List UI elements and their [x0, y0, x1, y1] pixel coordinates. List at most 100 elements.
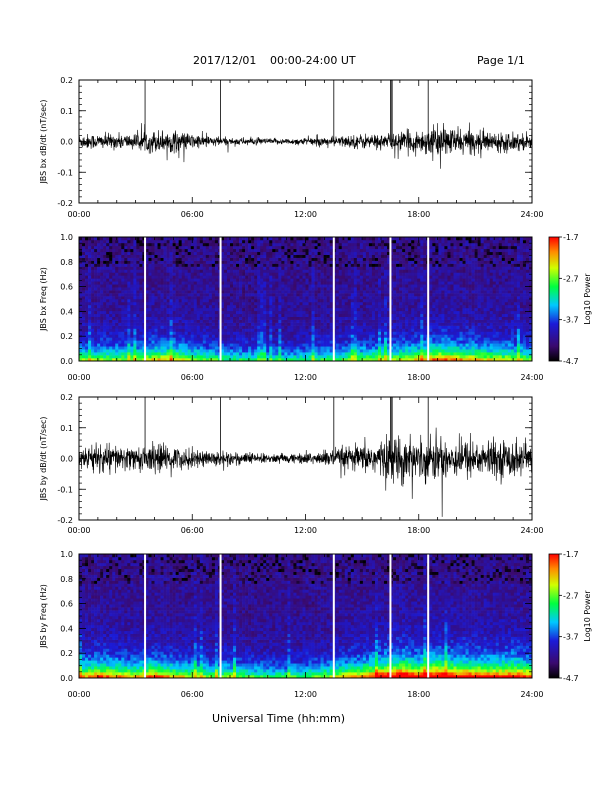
heatmap-cell — [408, 257, 412, 261]
heatmap-cell — [350, 355, 355, 359]
heatmap-cell — [163, 343, 167, 347]
heatmap-cell — [374, 242, 379, 247]
heatmap-cell — [408, 346, 412, 350]
heatmap-cell — [302, 337, 306, 341]
heatmap-cell — [172, 346, 176, 350]
heatmap-cell — [115, 257, 119, 261]
heatmap-cell — [335, 349, 340, 353]
heatmap-cell — [193, 319, 198, 323]
heatmap-cell — [356, 346, 361, 350]
heatmap-cell — [127, 322, 131, 326]
heatmap-cell — [393, 355, 397, 359]
heatmap-cell — [381, 278, 385, 282]
heatmap-cell — [214, 316, 219, 320]
heatmap-cell — [302, 310, 306, 315]
heatmap-cell — [396, 310, 400, 315]
heatmap-cell — [293, 245, 297, 250]
heatmap-cell — [193, 346, 198, 350]
heatmap-cell — [326, 343, 330, 347]
heatmap-cell — [402, 352, 406, 356]
heatmap-cell — [97, 301, 101, 306]
heatmap-cell — [272, 346, 276, 350]
heatmap-cell — [139, 313, 143, 318]
heatmap-cell — [308, 310, 312, 315]
heatmap-cell — [190, 287, 195, 291]
heatmap-cell — [94, 346, 98, 350]
heatmap-cell — [233, 254, 237, 258]
heatmap-cell — [305, 352, 309, 356]
heatmap-cell — [88, 242, 92, 247]
heatmap-cell — [344, 349, 349, 353]
heatmap-cell — [172, 272, 176, 276]
heatmap-cell — [302, 358, 306, 362]
heatmap-cell — [220, 322, 225, 326]
heatmap-cell — [353, 254, 358, 258]
heatmap-cell — [172, 299, 176, 303]
heatmap-cell — [133, 251, 137, 256]
heatmap-cell — [211, 290, 216, 294]
heatmap-cell — [160, 296, 164, 300]
heatmap-cell — [82, 287, 86, 291]
heatmap-cell — [115, 284, 119, 288]
heatmap-cell — [384, 322, 388, 326]
heatmap-cell — [269, 325, 273, 329]
heatmap-cell — [299, 316, 303, 320]
heatmap-cell — [211, 287, 216, 291]
heatmap-cell — [390, 284, 394, 288]
heatmap-cell — [396, 245, 400, 250]
heatmap-cell — [296, 304, 300, 309]
heatmap-cell — [275, 275, 279, 279]
heatmap-cell — [121, 245, 125, 250]
heatmap-cell — [245, 245, 249, 250]
heatmap-cell — [184, 284, 189, 288]
heatmap-cell — [230, 242, 234, 247]
heatmap-cell — [420, 337, 424, 341]
heatmap-cell — [88, 245, 92, 250]
heatmap-cell — [151, 248, 155, 253]
heatmap-cell — [166, 278, 170, 282]
heatmap-cell — [181, 334, 185, 338]
heatmap-cell — [266, 257, 270, 261]
heatmap-cell — [85, 260, 89, 264]
heatmap-cell — [139, 322, 143, 326]
heatmap-cell — [338, 242, 343, 247]
heatmap-cell — [335, 313, 340, 318]
heatmap-cell — [323, 349, 327, 353]
heatmap-cell — [329, 316, 333, 320]
heatmap-cell — [362, 304, 367, 309]
heatmap-cell — [106, 319, 110, 323]
heatmap-cell — [124, 325, 128, 329]
heatmap-cell — [290, 337, 294, 341]
heatmap-cell — [178, 248, 182, 253]
heatmap-cell — [202, 307, 207, 312]
heatmap-cell — [230, 358, 234, 362]
heatmap-cell — [208, 299, 213, 303]
heatmap-cell — [257, 239, 261, 244]
heatmap-cell — [405, 254, 409, 258]
heatmap-cell — [278, 313, 282, 318]
heatmap-cell — [199, 346, 204, 350]
heatmap-cell — [187, 239, 192, 244]
heatmap-cell — [405, 337, 409, 341]
heatmap-cell — [133, 269, 137, 273]
heatmap-cell — [233, 304, 237, 309]
heatmap-cell — [100, 254, 104, 258]
heatmap-cell — [287, 325, 291, 329]
heatmap-cell — [233, 316, 237, 320]
heatmap-cell — [181, 275, 185, 279]
heatmap-cell — [94, 322, 98, 326]
heatmap-cell — [420, 263, 424, 267]
heatmap-cell — [347, 239, 352, 244]
heatmap-cell — [350, 281, 355, 285]
heatmap-cell — [393, 239, 397, 244]
heatmap-cell — [214, 310, 219, 315]
heatmap-cell — [287, 245, 291, 250]
heatmap-cell — [163, 287, 167, 291]
heatmap-cell — [344, 293, 349, 297]
heatmap-cell — [308, 275, 312, 279]
heatmap-cell — [266, 337, 270, 341]
heatmap-cell — [329, 337, 333, 341]
heatmap-cell — [196, 307, 201, 312]
heatmap-cell — [154, 275, 158, 279]
heatmap-cell — [408, 237, 412, 241]
